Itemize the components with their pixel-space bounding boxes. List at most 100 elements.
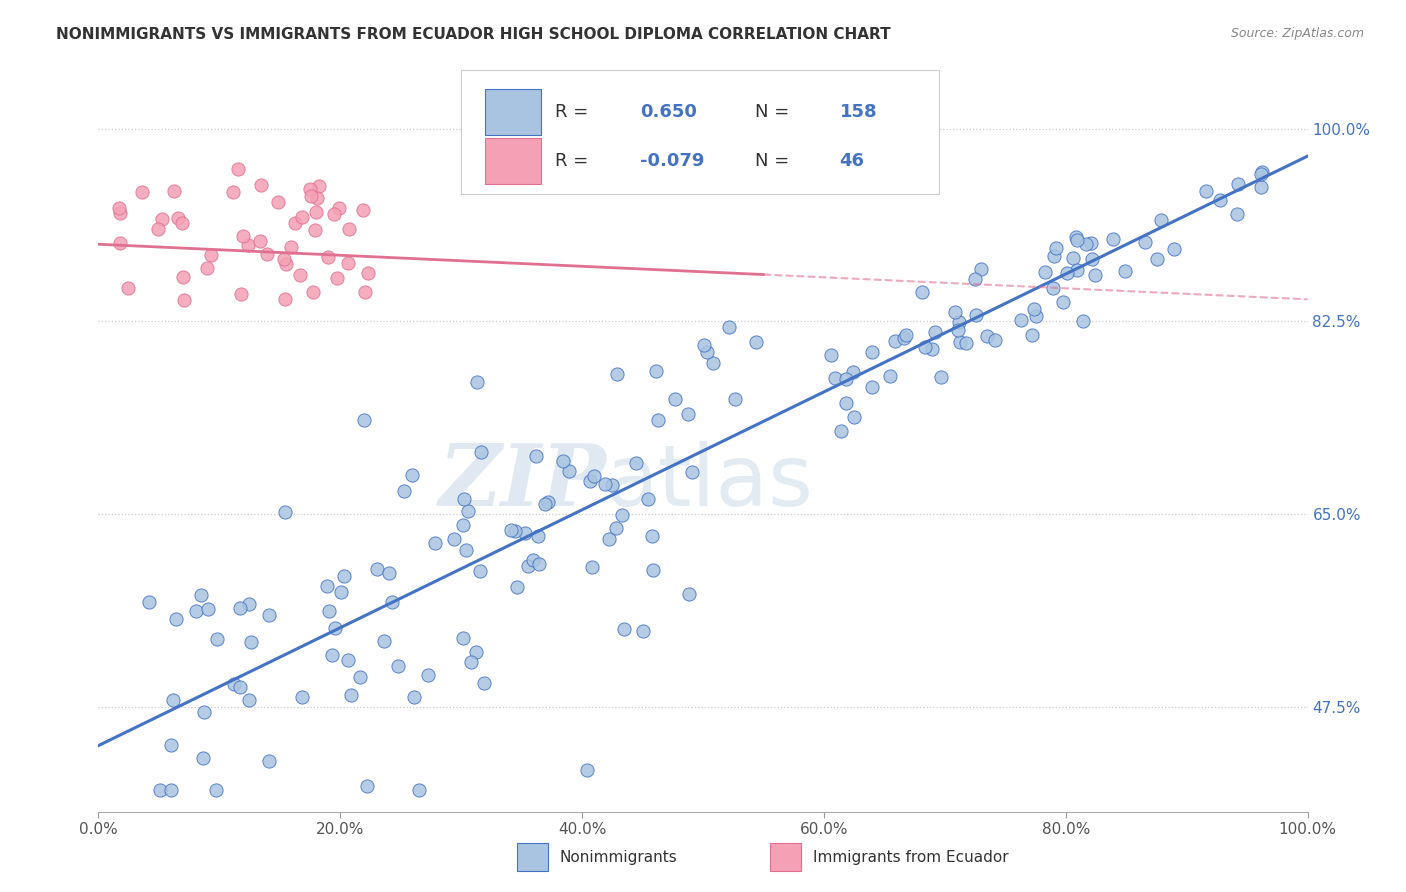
Point xyxy=(1010,312,1032,326)
Point xyxy=(349,670,371,684)
Point xyxy=(860,344,883,359)
Point xyxy=(1022,302,1045,317)
Point xyxy=(1080,235,1102,250)
Point xyxy=(387,658,409,673)
Point xyxy=(718,320,741,334)
Point xyxy=(299,188,322,202)
Point xyxy=(1195,184,1218,198)
Point xyxy=(228,162,250,177)
Point xyxy=(678,587,700,601)
Point xyxy=(280,240,302,254)
Point xyxy=(197,601,219,615)
Point xyxy=(222,185,245,199)
Point xyxy=(681,465,703,479)
Text: 46: 46 xyxy=(839,152,865,169)
Point xyxy=(692,337,714,351)
Point xyxy=(325,270,347,285)
Point xyxy=(468,564,491,578)
Point xyxy=(381,594,404,608)
Point xyxy=(678,407,700,421)
Point xyxy=(835,372,858,386)
Text: N =: N = xyxy=(755,103,794,121)
Point xyxy=(321,648,343,662)
Point xyxy=(191,750,214,764)
Point xyxy=(929,370,952,384)
Point xyxy=(150,212,173,227)
Point xyxy=(1163,242,1185,256)
Text: N =: N = xyxy=(755,152,794,169)
Point xyxy=(160,739,183,753)
Point xyxy=(1226,178,1249,192)
Point xyxy=(1250,167,1272,181)
Text: NONIMMIGRANTS VS IMMIGRANTS FROM ECUADOR HIGH SCHOOL DIPLOMA CORRELATION CHART: NONIMMIGRANTS VS IMMIGRANTS FROM ECUADOR… xyxy=(56,27,891,42)
Point xyxy=(288,268,311,283)
Point xyxy=(267,194,290,209)
Point xyxy=(337,222,360,236)
Point xyxy=(576,763,599,777)
Point xyxy=(830,424,852,438)
Point xyxy=(551,454,574,468)
Point xyxy=(274,505,297,519)
Point xyxy=(353,413,375,427)
Point xyxy=(1035,264,1057,278)
Point xyxy=(1042,281,1064,295)
Point xyxy=(696,344,718,359)
Point xyxy=(943,304,966,318)
Point xyxy=(330,585,353,599)
Text: -0.079: -0.079 xyxy=(640,152,704,169)
Point xyxy=(1135,235,1157,250)
Point xyxy=(1146,252,1168,266)
Point xyxy=(257,755,280,769)
Point xyxy=(240,635,263,649)
Point xyxy=(146,221,169,235)
Point xyxy=(299,181,322,195)
Point xyxy=(443,532,465,546)
Point xyxy=(1056,267,1078,281)
Point xyxy=(1080,252,1102,266)
Point xyxy=(578,474,600,488)
Text: ZIP: ZIP xyxy=(439,441,606,524)
Point xyxy=(328,201,350,215)
Text: Immigrants from Ecuador: Immigrants from Ecuador xyxy=(813,850,1008,864)
Point xyxy=(606,367,628,381)
Point xyxy=(924,326,946,340)
Point xyxy=(408,782,430,797)
Point xyxy=(163,184,186,198)
Point xyxy=(315,579,337,593)
Point xyxy=(204,782,226,797)
Point xyxy=(283,216,305,230)
Point xyxy=(1225,207,1247,221)
Point xyxy=(273,292,295,306)
Point xyxy=(457,504,479,518)
Point xyxy=(921,342,943,356)
Point xyxy=(1042,249,1064,263)
Point xyxy=(558,464,581,478)
Text: R =: R = xyxy=(555,103,595,121)
Point xyxy=(172,270,194,285)
Point xyxy=(366,562,388,576)
Text: Nonimmigrants: Nonimmigrants xyxy=(560,850,678,864)
Point xyxy=(643,563,665,577)
Point xyxy=(946,323,969,337)
Point xyxy=(605,521,627,535)
Point xyxy=(633,624,655,638)
Point xyxy=(600,478,623,492)
Point xyxy=(1074,236,1097,251)
Point xyxy=(513,525,536,540)
Point xyxy=(834,396,856,410)
Point xyxy=(305,205,328,219)
Point xyxy=(598,533,620,547)
Point xyxy=(965,308,987,322)
Point xyxy=(184,604,207,618)
Point xyxy=(529,557,551,571)
Point xyxy=(1114,264,1136,278)
Point xyxy=(983,334,1005,348)
Point xyxy=(173,293,195,308)
Point xyxy=(229,681,252,695)
Point xyxy=(336,653,359,667)
Point xyxy=(195,261,218,276)
Point xyxy=(357,266,380,280)
Point xyxy=(404,690,426,704)
Point xyxy=(138,595,160,609)
Point xyxy=(1052,295,1074,310)
